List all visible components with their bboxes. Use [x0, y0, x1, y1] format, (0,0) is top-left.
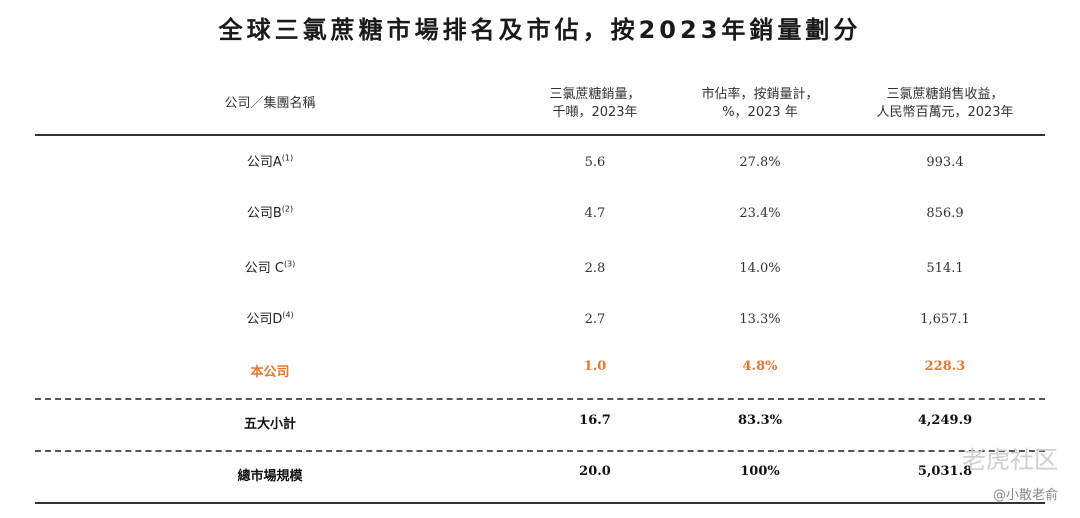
footnote-marker: (2): [281, 204, 294, 214]
total-volume: 20.0: [579, 464, 611, 479]
header-volume-line1: 三氯蔗糖銷量，: [549, 87, 641, 102]
header-volume: 三氯蔗糖銷量， 千噸，2023年: [520, 86, 670, 122]
row-company-d-name: 公司D(4): [120, 311, 420, 329]
row-company-d-share: 13.3%: [739, 312, 781, 327]
row-company-c-name: 公司 C(3): [120, 260, 420, 278]
subtotal-volume: 16.7: [579, 413, 611, 428]
header-company-name: 公司／集團名稱: [224, 96, 316, 111]
header-revenue-line1: 三氯蔗糖銷售收益，: [886, 87, 1004, 102]
total-share: 100%: [740, 464, 780, 479]
row-company-b-share: 23.4%: [739, 206, 781, 221]
page-title: 全球三氯蔗糖市場排名及市佔，按2023年銷量劃分: [218, 16, 862, 44]
row-our-company-volume: 1.0: [583, 359, 607, 374]
row-company-a-volume: 5.6: [584, 155, 606, 170]
header-revenue-line2: 人民幣百萬元，2023年: [876, 105, 1014, 120]
table-bottom-rule: [35, 502, 1045, 504]
total-divider: [35, 450, 1045, 452]
subtotal-share: 83.3%: [737, 413, 782, 428]
company-name: 公司A: [246, 155, 282, 170]
watermark-user: @小散老俞: [992, 488, 1058, 503]
total-name: 總市場規模: [237, 469, 303, 484]
row-company-a-revenue: 993.4: [926, 155, 964, 170]
subtotal-name: 五大小計: [243, 417, 296, 432]
row-company-c-volume: 2.8: [584, 261, 606, 276]
row-company-b-revenue: 856.9: [926, 206, 964, 221]
row-company-d-revenue: 1,657.1: [920, 312, 970, 327]
subtotal-revenue: 4,249.9: [917, 413, 973, 428]
company-name: 公司B: [246, 206, 282, 221]
header-market-share: 市佔率，按銷量計， %，2023 年: [665, 86, 855, 122]
row-company-c-share: 14.0%: [739, 261, 781, 276]
company-name: 公司 C: [244, 261, 284, 276]
footnote-marker: (3): [283, 259, 296, 269]
total-revenue: 5,031.8: [917, 464, 973, 479]
row-company-b-name: 公司B(2): [120, 205, 420, 223]
row-our-company-name: 本公司: [250, 365, 290, 380]
row-company-c-revenue: 514.1: [926, 261, 964, 276]
row-company-d-volume: 2.7: [584, 312, 606, 327]
header-share-line2: %，2023 年: [722, 105, 798, 120]
company-name: 公司D: [246, 312, 283, 327]
subtotal-divider: [35, 398, 1045, 400]
row-our-company-revenue: 228.3: [924, 359, 966, 374]
header-volume-line2: 千噸，2023年: [552, 105, 638, 120]
header-share-line1: 市佔率，按銷量計，: [701, 87, 819, 102]
row-company-a-share: 27.8%: [739, 155, 781, 170]
watermark-brand: 老虎社区: [962, 446, 1058, 474]
header-divider: [35, 134, 1045, 136]
row-our-company-share: 4.8%: [742, 359, 778, 374]
header-revenue: 三氯蔗糖銷售收益， 人民幣百萬元，2023年: [855, 86, 1035, 122]
row-company-a-name: 公司A(1): [120, 154, 420, 172]
footnote-marker: (1): [281, 153, 294, 163]
row-company-b-volume: 4.7: [584, 206, 606, 221]
footnote-marker: (4): [282, 310, 294, 320]
